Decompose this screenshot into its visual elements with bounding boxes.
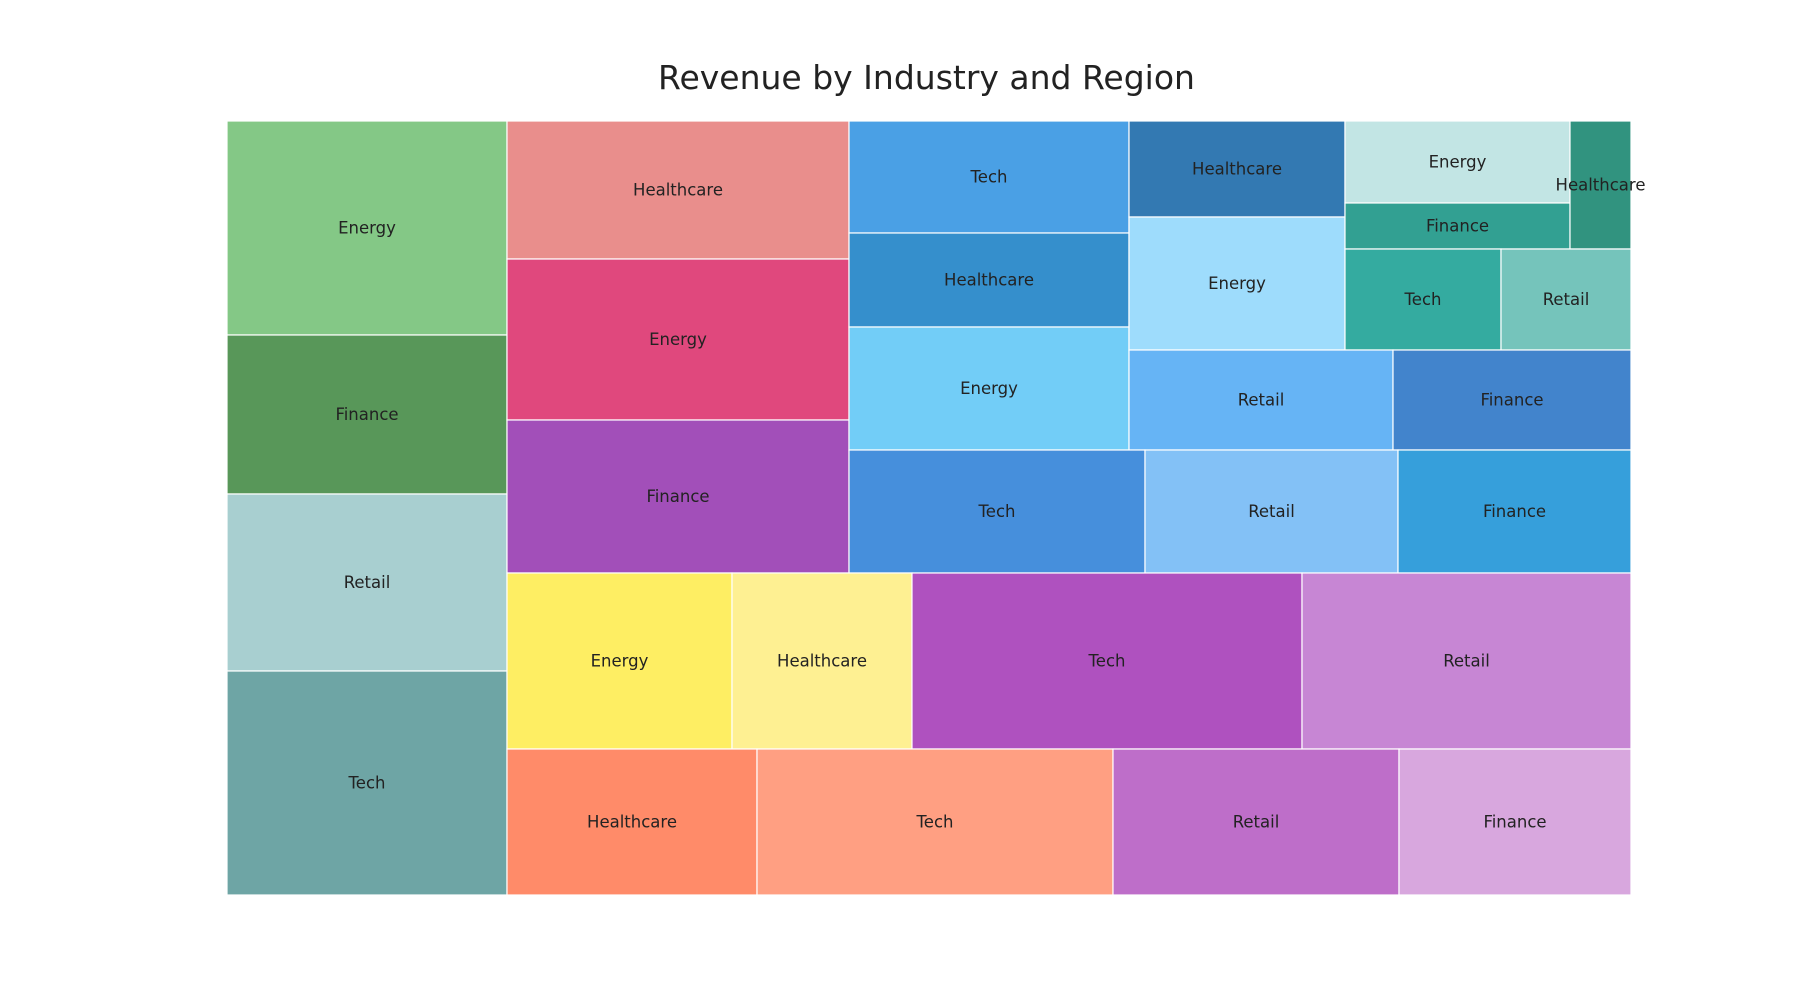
treemap-tile-label: Retail	[1238, 391, 1285, 410]
chart-title: Revenue by Industry and Region	[658, 58, 1195, 97]
treemap-tile-finance	[506, 419, 850, 574]
treemap-tile-label: Tech	[1404, 290, 1442, 309]
treemap-tile-label: Tech	[916, 813, 954, 832]
treemap-tile-label: Finance	[1483, 813, 1546, 832]
treemap-tile-label: Energy	[649, 330, 707, 349]
tile-group: Retail Finance	[1128, 349, 1632, 451]
treemap-tile-energy	[848, 326, 1130, 451]
treemap-tile-retail	[226, 493, 508, 672]
tile-group: Healthcare Energy	[1128, 120, 1346, 351]
treemap-tile-label: Energy	[1208, 274, 1266, 293]
treemap-tile-tech	[848, 449, 1146, 574]
treemap-tile-label: Tech	[348, 774, 386, 793]
treemap-tile-finance	[1398, 748, 1632, 896]
treemap-tile-label: Healthcare	[1192, 160, 1282, 179]
treemap-tile-label: Retail	[344, 573, 391, 592]
treemap-tile-label: Healthcare	[777, 652, 867, 671]
tile-group: Energy Finance Retail Tech	[226, 120, 508, 896]
treemap-tile-label: Retail	[1233, 813, 1280, 832]
treemap-tile-label: Energy	[338, 219, 396, 238]
treemap-tile-label: Healthcare	[1556, 176, 1646, 195]
treemap-tile-finance	[1392, 349, 1632, 451]
tile-group: Healthcare Tech Retail Finance	[506, 748, 1632, 896]
treemap-tile-finance	[1344, 202, 1571, 250]
treemap-tile-tech	[911, 572, 1303, 750]
treemap-tile-label: Retail	[1248, 502, 1295, 521]
treemap-tile-finance	[1397, 449, 1632, 574]
treemap-tile-finance	[226, 334, 508, 495]
treemap-tile-energy	[506, 572, 733, 750]
treemap-tile-label: Tech	[970, 168, 1008, 187]
treemap-tile-retail	[1112, 748, 1400, 896]
treemap-tile-label: Finance	[1480, 391, 1543, 410]
treemap-tile-healthcare	[731, 572, 913, 750]
treemap-tile-label: Energy	[960, 379, 1018, 398]
treemap-tile-label: Healthcare	[633, 181, 723, 200]
treemap-tile-retail	[1301, 572, 1632, 750]
treemap-tile-retail	[1500, 248, 1632, 351]
treemap-tile-label: Healthcare	[587, 813, 677, 832]
tile-group: Energy Finance Healthcare Tech Retail	[1344, 120, 1646, 351]
treemap-tile-label: Finance	[1426, 217, 1489, 236]
treemap-tile-label: Finance	[1483, 502, 1546, 521]
tile-group: Tech Healthcare Energy	[848, 120, 1130, 451]
treemap-tile-retail	[1144, 449, 1399, 574]
treemap-tile-tech	[848, 120, 1130, 234]
treemap-tile-label: Retail	[1443, 652, 1490, 671]
treemap-tile-label: Tech	[1088, 652, 1126, 671]
treemap-tile-tech	[226, 670, 508, 896]
tile-group: Tech Retail Finance	[848, 449, 1632, 574]
treemap-tile-label: Healthcare	[944, 271, 1034, 290]
treemap-tile-label: Retail	[1543, 290, 1590, 309]
treemap-tile-label: Energy	[591, 652, 649, 671]
treemap-tile-energy	[1128, 216, 1346, 351]
treemap-tile-tech	[1344, 248, 1502, 351]
treemap-tile-healthcare	[848, 232, 1130, 328]
tile-group: Energy Healthcare Tech Retail	[506, 572, 1632, 750]
treemap-tile-label: Tech	[978, 502, 1016, 521]
treemap-tile-healthcare	[1569, 120, 1632, 250]
treemap-tile-energy	[226, 120, 508, 336]
treemap-tile-label: Energy	[1429, 153, 1487, 172]
treemap-tile-label: Finance	[335, 405, 398, 424]
treemap-tile-energy	[506, 258, 850, 421]
tile-group: Healthcare Energy Finance	[506, 120, 850, 574]
treemap-tile-energy	[1344, 120, 1571, 204]
treemap-tile-retail	[1128, 349, 1394, 451]
treemap-tile-label: Finance	[646, 487, 709, 506]
